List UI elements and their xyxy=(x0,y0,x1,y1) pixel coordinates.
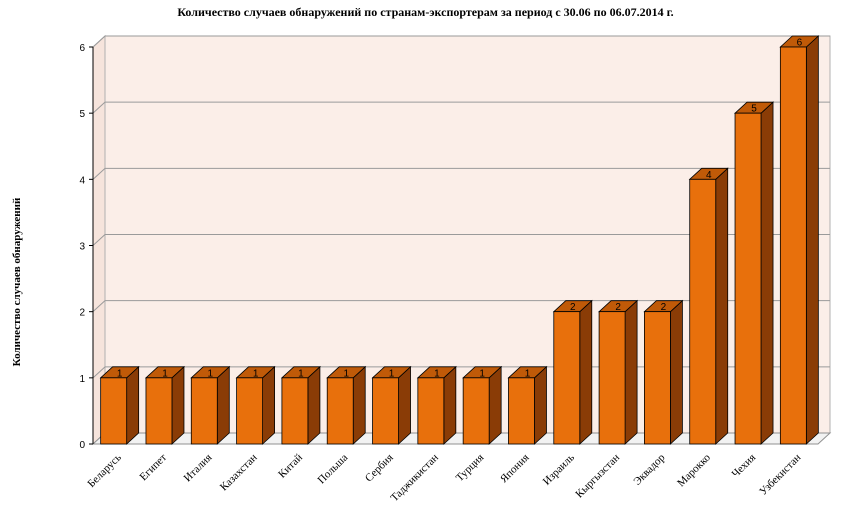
bar: 2 xyxy=(598,299,639,445)
y-tick-label: 4 xyxy=(79,175,85,186)
bar: 1 xyxy=(99,365,140,445)
bar-side xyxy=(534,365,547,445)
y-tick-label: 5 xyxy=(79,109,85,120)
chart-title: Количество случаев обнаружений по страна… xyxy=(177,5,674,19)
bar-front xyxy=(417,377,445,445)
bar-side xyxy=(352,365,366,445)
bar-front xyxy=(281,377,309,445)
category-label: Кыргызстан xyxy=(573,452,622,501)
y-tick-label: 1 xyxy=(79,374,85,385)
bar-front xyxy=(236,377,263,445)
category-label: Польша xyxy=(316,452,351,487)
data-label: 1 xyxy=(117,368,123,379)
data-label: 6 xyxy=(797,38,803,49)
category-label: Чехия xyxy=(730,452,759,481)
bar-front xyxy=(145,377,173,445)
bar-side xyxy=(443,365,457,445)
bar-side xyxy=(760,101,774,445)
data-label: 2 xyxy=(615,302,621,313)
bar-front xyxy=(553,311,581,445)
bar-side xyxy=(579,299,593,445)
y-tick-label: 6 xyxy=(79,43,85,54)
category-labels: Беларусь Египет Италия Казахстан Китай Польша… xyxy=(85,451,803,504)
bar-side xyxy=(171,365,185,445)
bar: 1 xyxy=(235,365,276,445)
data-label: 5 xyxy=(751,104,757,115)
bar: 2 xyxy=(552,299,593,445)
data-label: 1 xyxy=(525,368,531,379)
data-label: 1 xyxy=(298,368,304,379)
y-tick-label: 3 xyxy=(79,242,85,253)
bar-front xyxy=(326,377,354,445)
category-label: Казахстан xyxy=(218,452,260,494)
data-label: 1 xyxy=(389,368,395,379)
bar: 1 xyxy=(416,365,457,445)
gridline xyxy=(92,35,830,48)
gridlines xyxy=(92,35,830,379)
bar-side xyxy=(262,365,275,445)
bars: 1 1 1 1 1 1 1 1 1 1 2 2 2 4 5 6 xyxy=(99,35,820,445)
bar-side xyxy=(126,365,140,445)
bar-front xyxy=(689,178,717,445)
category-label: Таджикистан xyxy=(388,452,441,505)
category-label: Китай xyxy=(276,452,305,481)
category-label: Узбекистан xyxy=(757,452,803,498)
data-label: 1 xyxy=(162,368,168,379)
data-label: 1 xyxy=(343,368,349,379)
bar-side xyxy=(624,299,638,445)
category-label: Беларусь xyxy=(85,452,123,490)
bar: 1 xyxy=(280,365,321,445)
bar-front xyxy=(598,311,626,445)
bar-side xyxy=(216,365,230,445)
y-tick-label: 2 xyxy=(79,308,85,319)
data-label: 1 xyxy=(434,368,440,379)
bar: 5 xyxy=(734,101,775,445)
category-label: Израиль xyxy=(541,452,577,488)
bar: 6 xyxy=(779,35,820,445)
category-label: Сербия xyxy=(363,452,396,485)
bar: 1 xyxy=(462,365,503,445)
bar-side xyxy=(715,167,729,445)
data-label: 1 xyxy=(208,368,214,379)
data-label: 4 xyxy=(706,170,712,181)
bar-front xyxy=(190,377,218,445)
bar-front xyxy=(508,377,535,445)
y-axis: 0 1 2 3 4 5 6 xyxy=(79,43,94,451)
gridline xyxy=(92,167,830,180)
bar: 1 xyxy=(507,365,548,445)
bar: 1 xyxy=(144,365,185,445)
bar-side xyxy=(670,299,683,445)
data-label: 2 xyxy=(661,302,667,313)
bar-front xyxy=(644,311,671,445)
bar-front xyxy=(372,377,399,445)
category-label: Марокко xyxy=(675,451,713,489)
bar-front xyxy=(462,377,490,445)
bar-front xyxy=(100,377,128,445)
bar-side xyxy=(488,365,502,445)
bar-front xyxy=(779,46,807,445)
bar-side xyxy=(307,365,321,445)
category-label: Египет xyxy=(137,452,169,484)
bar: 1 xyxy=(190,365,231,445)
category-label: Италия xyxy=(182,452,215,485)
gridline xyxy=(92,101,830,114)
category-label: Япония xyxy=(498,452,532,486)
data-label: 1 xyxy=(253,368,259,379)
bar-side xyxy=(805,35,819,445)
bar: 1 xyxy=(371,365,412,445)
gridline xyxy=(92,234,830,246)
category-label: Эквадор xyxy=(631,451,668,488)
category-label: Турция xyxy=(454,452,487,485)
bar: 4 xyxy=(688,167,729,445)
data-label: 1 xyxy=(479,368,485,379)
bar-side xyxy=(398,365,411,445)
bar: 2 xyxy=(643,299,684,445)
bar: 1 xyxy=(326,365,367,445)
data-label: 2 xyxy=(570,302,576,313)
y-tick-label: 0 xyxy=(79,440,85,451)
bar-front xyxy=(734,112,762,445)
